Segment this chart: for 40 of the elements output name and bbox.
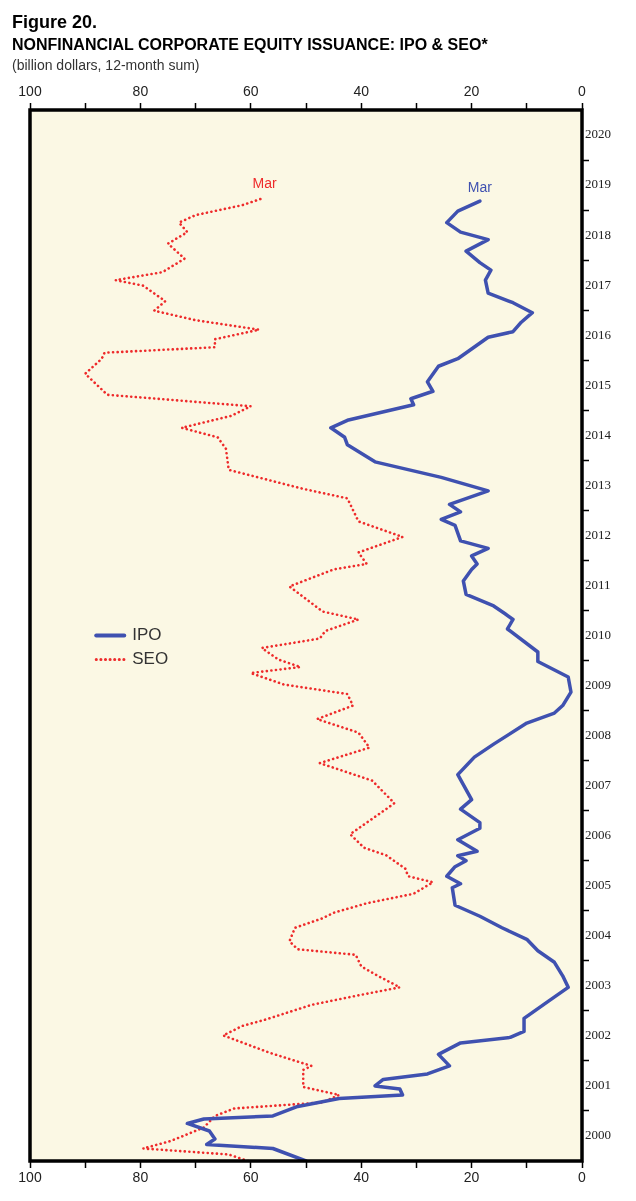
y-tick-label: 2007 — [585, 777, 612, 793]
chart-title: NONFINANCIAL CORPORATE EQUITY ISSUANCE: IPO & SEO* — [12, 36, 489, 53]
x2-tick-label: 20 — [463, 83, 480, 100]
y-tick-label: 2010 — [585, 626, 611, 642]
y-tick-label: 2008 — [585, 727, 611, 743]
y-tick-label: 2014 — [585, 426, 612, 442]
x-tick-label: 80 — [132, 1169, 149, 1186]
y-tick-label: 2013 — [585, 476, 611, 492]
x2-tick-label: 0 — [578, 83, 587, 100]
y-tick-label: 2019 — [585, 176, 611, 192]
y-tick-label: 2020 — [585, 126, 611, 142]
y-tick-label: 2000 — [585, 1127, 611, 1143]
y-tick-label: 2012 — [585, 526, 611, 542]
legend-label: IPO — [132, 625, 162, 645]
x-tick-label: 20 — [463, 1169, 480, 1186]
y-tick-label: 2011 — [585, 576, 611, 592]
y-tick-label: 2015 — [585, 376, 611, 392]
x2-tick-label: 80 — [132, 83, 149, 100]
x-tick-label: 100 — [18, 1169, 42, 1186]
y-tick-label: 2016 — [585, 326, 612, 342]
y-tick-label: 2017 — [585, 276, 612, 292]
chart-subtitle: (billion dollars, 12-month sum) — [12, 57, 200, 73]
caption: Figure 20. — [12, 12, 98, 32]
y-tick-label: 2003 — [585, 977, 611, 993]
y-tick-label: 2009 — [585, 676, 611, 692]
x-tick-label: 40 — [353, 1169, 370, 1186]
y-tick-label: 2006 — [585, 827, 612, 843]
x2-tick-label: 100 — [18, 83, 42, 100]
y-tick-label: 2005 — [585, 877, 611, 893]
y-tick-label: 2018 — [585, 226, 611, 242]
y-tick-label: 2001 — [585, 1077, 611, 1093]
x2-tick-label: 60 — [243, 83, 259, 100]
annotation: Mar — [467, 178, 493, 195]
x2-tick-label: 40 — [353, 83, 370, 100]
x-tick-label: 60 — [243, 1169, 259, 1186]
y-tick-label: 2002 — [585, 1027, 611, 1043]
y-tick-label: 2004 — [585, 927, 612, 943]
legend-label: SEO — [132, 649, 169, 669]
annotation: Mar — [252, 175, 277, 192]
x-tick-label: 0 — [578, 1169, 587, 1186]
